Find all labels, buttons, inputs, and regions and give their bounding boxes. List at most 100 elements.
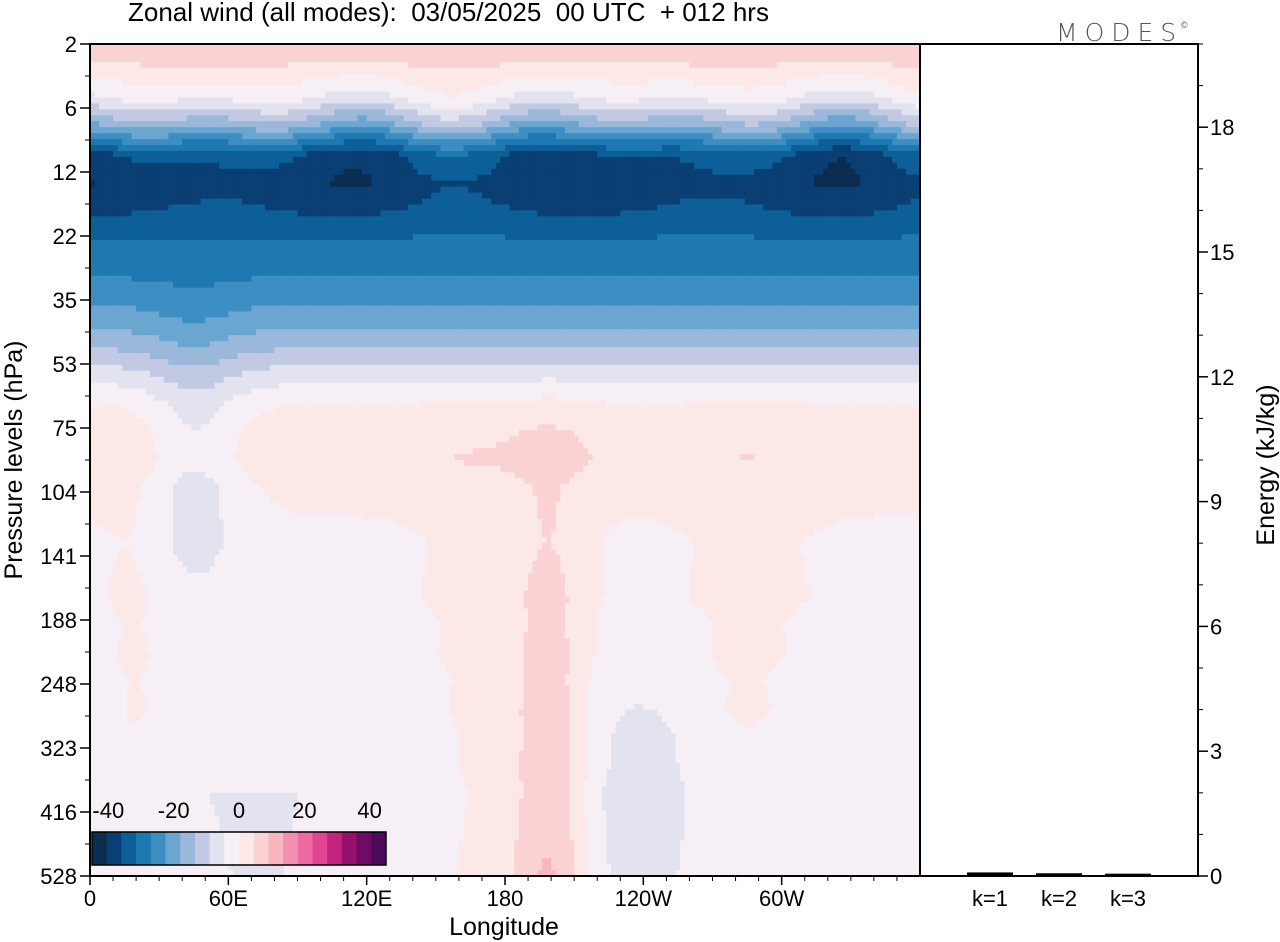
heatmap-cell xyxy=(643,44,649,51)
heatmap-cell xyxy=(468,79,474,87)
heatmap-cell xyxy=(449,121,455,128)
heatmap-cell xyxy=(698,174,704,182)
heatmap-cell xyxy=(823,139,829,146)
heatmap-cell xyxy=(362,180,368,188)
heatmap-cell xyxy=(394,44,400,51)
heatmap-cell xyxy=(671,49,677,57)
heatmap-cell xyxy=(735,85,741,93)
heatmap-cell xyxy=(915,103,921,110)
heatmap-cell xyxy=(518,109,525,116)
heatmap-cell xyxy=(237,204,243,211)
heatmap-cell xyxy=(813,150,820,158)
heatmap-cell xyxy=(159,61,165,69)
heatmap-cell xyxy=(269,204,276,211)
heatmap-cell xyxy=(362,192,368,200)
heatmap-cell xyxy=(795,127,801,134)
heatmap-cell xyxy=(394,127,400,134)
heatmap-cell xyxy=(182,150,188,158)
heatmap-cell xyxy=(601,133,608,140)
heatmap-cell xyxy=(620,174,626,182)
heatmap-cell xyxy=(915,91,921,99)
heatmap-cell xyxy=(357,103,363,110)
heatmap-cell xyxy=(209,168,216,176)
heatmap-cell xyxy=(896,156,903,164)
heatmap-cell xyxy=(657,97,663,105)
heatmap-cell xyxy=(569,180,575,188)
heatmap-cell xyxy=(578,133,584,140)
heatmap-cell xyxy=(500,162,506,170)
heatmap-cell xyxy=(394,121,400,128)
heatmap-cell xyxy=(892,109,898,116)
heatmap-cell xyxy=(846,156,852,164)
heatmap-cell xyxy=(431,174,437,182)
heatmap-cell xyxy=(864,44,870,51)
heatmap-cell xyxy=(537,91,543,99)
heatmap-cell xyxy=(809,44,815,51)
heatmap-cell xyxy=(163,115,169,122)
heatmap-cell xyxy=(477,168,483,176)
heatmap-cell xyxy=(440,121,446,128)
heatmap-cell xyxy=(500,156,506,164)
heatmap-cell xyxy=(256,79,262,87)
heatmap-cell xyxy=(486,150,492,158)
heatmap-cell xyxy=(145,192,151,200)
heatmap-cell xyxy=(846,127,852,134)
heatmap-cell xyxy=(873,115,880,122)
heatmap-cell xyxy=(873,121,880,128)
heatmap-cell xyxy=(592,115,598,122)
heatmap-cell xyxy=(472,204,478,211)
heatmap-cell xyxy=(90,91,96,99)
heatmap-cell xyxy=(541,133,548,140)
heatmap-cell xyxy=(726,49,732,57)
heatmap-cell xyxy=(228,145,234,152)
heatmap-cell xyxy=(717,79,723,87)
heatmap-cell xyxy=(274,133,280,140)
heatmap-cell xyxy=(537,186,543,194)
heatmap-cell xyxy=(574,91,580,99)
heatmap-cell xyxy=(205,139,211,146)
heatmap-cell xyxy=(228,198,234,206)
heatmap-cell xyxy=(362,109,368,116)
heatmap-cell xyxy=(689,49,695,57)
heatmap-cell xyxy=(154,91,160,99)
heatmap-cell xyxy=(205,55,211,63)
heatmap-cell xyxy=(712,97,718,105)
heatmap-cell xyxy=(896,150,903,158)
heatmap-cell xyxy=(458,61,465,69)
heatmap-cell xyxy=(274,67,280,75)
heatmap-cell xyxy=(445,180,451,188)
heatmap-cell xyxy=(136,186,142,194)
heatmap-cell xyxy=(790,180,797,188)
heatmap-cell xyxy=(583,145,589,152)
heatmap-cell xyxy=(611,145,617,152)
heatmap-cell xyxy=(740,168,746,176)
heatmap-cell xyxy=(564,49,571,57)
heatmap-cell xyxy=(588,85,594,93)
heatmap-cell xyxy=(103,44,110,51)
heatmap-cell xyxy=(671,156,677,164)
heatmap-cell xyxy=(339,145,345,152)
heatmap-cell xyxy=(564,55,571,63)
heatmap-cell xyxy=(458,55,465,63)
heatmap-cell xyxy=(375,49,382,57)
heatmap-cell xyxy=(855,133,861,140)
heatmap-cell xyxy=(454,168,460,176)
heatmap-cell xyxy=(343,97,349,105)
heatmap-cell xyxy=(191,85,197,93)
heatmap-cell xyxy=(634,150,640,158)
heatmap-cell xyxy=(329,109,335,116)
heatmap-cell xyxy=(823,79,829,87)
heatmap-cell xyxy=(569,204,575,211)
heatmap-cell xyxy=(352,97,359,105)
heatmap-cell xyxy=(288,97,294,105)
heatmap-cell xyxy=(684,198,691,206)
heatmap-cell xyxy=(343,73,349,81)
heatmap-cell xyxy=(698,139,704,146)
heatmap-cell xyxy=(242,55,248,63)
heatmap-cell xyxy=(546,91,552,99)
heatmap-cell xyxy=(431,109,437,116)
heatmap-cell xyxy=(149,109,156,116)
heatmap-cell xyxy=(200,115,206,122)
heatmap-cell xyxy=(205,192,211,200)
heatmap-cell xyxy=(846,61,852,69)
